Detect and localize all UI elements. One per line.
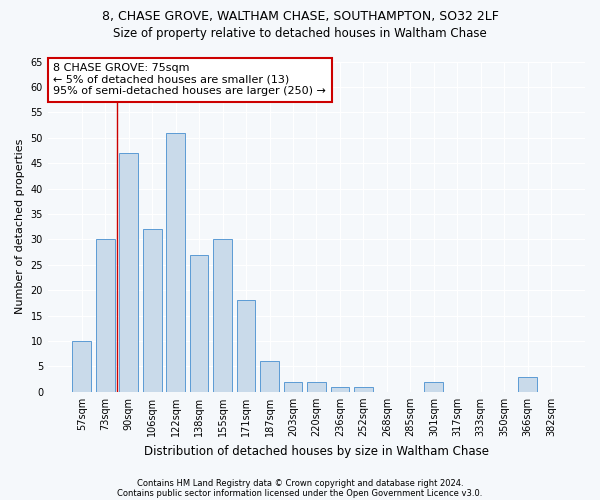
Bar	[307, 382, 326, 392]
Bar	[119, 153, 138, 392]
Bar	[284, 382, 302, 392]
Bar	[166, 132, 185, 392]
Bar	[331, 386, 349, 392]
Text: 8 CHASE GROVE: 75sqm
← 5% of detached houses are smaller (13)
95% of semi-detach: 8 CHASE GROVE: 75sqm ← 5% of detached ho…	[53, 63, 326, 96]
Bar	[213, 240, 232, 392]
Bar	[190, 254, 208, 392]
Bar	[96, 240, 115, 392]
Bar	[73, 341, 91, 392]
Bar	[424, 382, 443, 392]
Text: 8, CHASE GROVE, WALTHAM CHASE, SOUTHAMPTON, SO32 2LF: 8, CHASE GROVE, WALTHAM CHASE, SOUTHAMPT…	[101, 10, 499, 23]
Bar	[260, 362, 279, 392]
X-axis label: Distribution of detached houses by size in Waltham Chase: Distribution of detached houses by size …	[144, 444, 489, 458]
Bar	[143, 229, 161, 392]
Text: Contains public sector information licensed under the Open Government Licence v3: Contains public sector information licen…	[118, 488, 482, 498]
Bar	[354, 386, 373, 392]
Text: Contains HM Land Registry data © Crown copyright and database right 2024.: Contains HM Land Registry data © Crown c…	[137, 478, 463, 488]
Bar	[236, 300, 256, 392]
Bar	[518, 376, 537, 392]
Text: Size of property relative to detached houses in Waltham Chase: Size of property relative to detached ho…	[113, 28, 487, 40]
Y-axis label: Number of detached properties: Number of detached properties	[15, 139, 25, 314]
